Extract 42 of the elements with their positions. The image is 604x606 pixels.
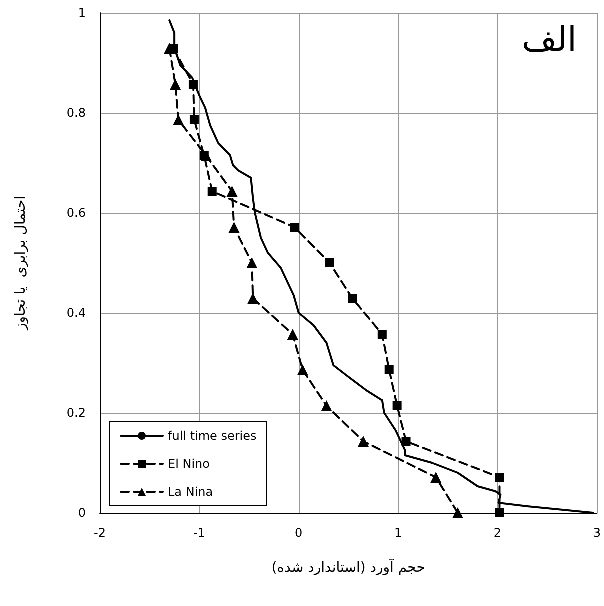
point (173, 114, 184, 126)
point (190, 116, 199, 124)
x-tick-label: 0 (295, 526, 303, 540)
point (495, 473, 504, 482)
legend-label: full time series (168, 429, 257, 443)
legend-label: La Nina (168, 485, 214, 499)
point (200, 152, 209, 160)
point (325, 258, 334, 268)
point (348, 294, 358, 303)
point (287, 329, 298, 340)
point (392, 402, 402, 410)
point (228, 222, 240, 233)
x-tick-label: -1 (193, 526, 206, 540)
y-tick-label: 0.4 (66, 306, 86, 320)
point (297, 364, 308, 376)
x-tick-label: -2 (94, 526, 106, 540)
x-tick-label: 2 (494, 526, 502, 540)
point (452, 508, 464, 518)
point (321, 400, 332, 412)
point (246, 258, 258, 268)
y-tick-label: 0 (78, 506, 86, 520)
point (248, 293, 259, 304)
x-axis-title: حجم آورد (استاندارد شده) (272, 558, 426, 576)
x-tick-label: 3 (593, 526, 602, 540)
point (430, 472, 442, 483)
point (358, 436, 370, 447)
legend-label: El Nino (168, 457, 210, 471)
x-tick-label: 1 (394, 526, 402, 540)
point (208, 187, 217, 196)
point (226, 186, 238, 197)
point (495, 508, 504, 518)
y-tick-label: 0.6 (66, 206, 86, 220)
point (378, 330, 387, 339)
point (384, 366, 394, 374)
chart-title: الف (522, 20, 578, 60)
point (170, 79, 182, 90)
y-tick-label: 0.2 (66, 406, 86, 420)
y-tick-label: 0.8 (66, 106, 86, 120)
point (290, 223, 300, 232)
y-tick-label: 1 (78, 6, 86, 20)
point (402, 437, 411, 446)
y-axis-title: احتمال برابری یا تجاوز (13, 196, 29, 332)
